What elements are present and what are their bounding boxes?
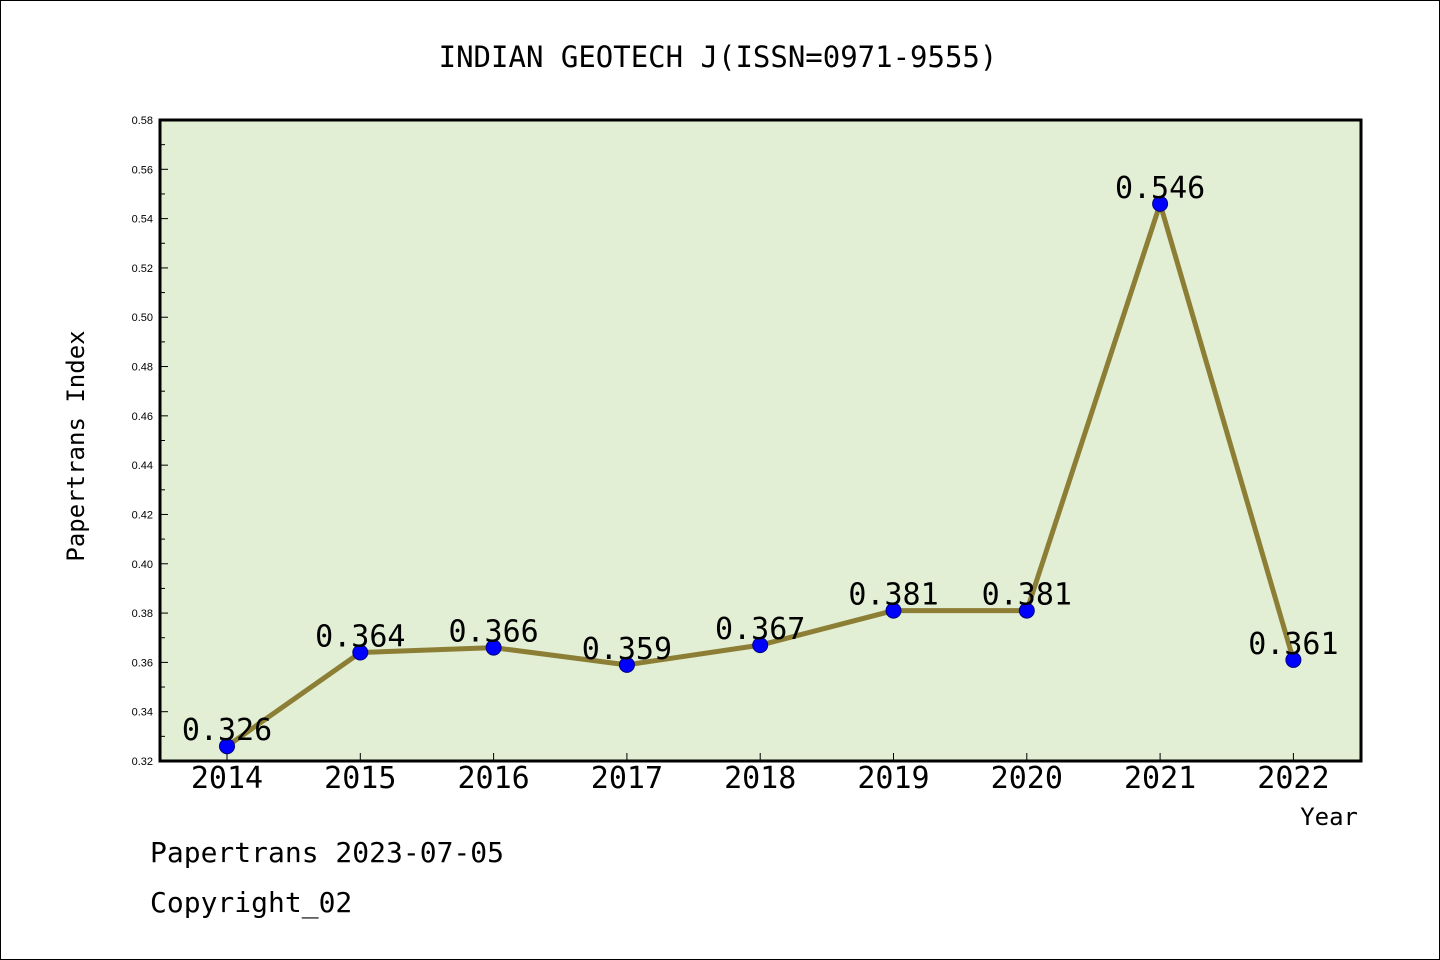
data-label-2020: 0.381	[982, 578, 1072, 613]
x-axis: 2014 2015 2016 2017 2018 2019 2020 2021 2022	[191, 753, 1330, 796]
data-point-2014	[219, 738, 235, 755]
y-axis: 0.32 0.34 0.36 0.38 0.40 0.42 0.44 0.46 0.48 0.50…	[132, 115, 168, 768]
data-point-2022	[1285, 651, 1302, 668]
data-point-2019	[885, 602, 902, 619]
x-tick-label-2017: 2017	[591, 761, 663, 796]
x-tick-label-2019: 2019	[857, 761, 929, 796]
x-tick-label-2018: 2018	[724, 761, 796, 796]
copyright-text: Copyright_02	[150, 886, 353, 919]
data-label-2021: 0.546	[1115, 171, 1205, 206]
data-point-2021	[1152, 195, 1169, 212]
data-labels: 0.326 0.364 0.366 0.359 0.367 0.381 0.381 0.546…	[182, 171, 1339, 748]
y-tick-label-0.44: 0.44	[132, 460, 153, 472]
y-tick-label-0.42: 0.42	[132, 509, 153, 521]
y-tick-label-0.54: 0.54	[132, 214, 153, 226]
source-date-text: Papertrans 2023-07-05	[150, 836, 505, 869]
data-label-2015: 0.364	[315, 620, 405, 655]
data-point-2018	[752, 637, 769, 654]
y-tick-label-0.34: 0.34	[132, 707, 153, 719]
data-label-2022: 0.361	[1248, 627, 1338, 662]
data-point-2017	[618, 656, 635, 673]
x-tick-label-2016: 2016	[457, 761, 529, 796]
y-tick-label-0.58: 0.58	[132, 115, 153, 127]
data-point-2015	[352, 644, 369, 661]
series-papertrans-index	[219, 195, 1302, 755]
data-label-2016: 0.366	[448, 615, 538, 650]
y-tick-label-0.52: 0.52	[132, 263, 153, 275]
y-axis-label: Papertrans Index	[62, 330, 90, 561]
chart-title: INDIAN GEOTECH J(ISSN=0971-9555)	[439, 40, 998, 74]
y-tick-label-0.50: 0.50	[132, 312, 153, 324]
x-axis-label: Year	[1300, 803, 1358, 831]
y-tick-label-0.48: 0.48	[132, 362, 153, 374]
y-tick-label-0.40: 0.40	[132, 559, 153, 571]
data-label-2017: 0.359	[582, 632, 672, 667]
data-point-2016	[485, 639, 502, 656]
y-tick-label-0.36: 0.36	[132, 657, 153, 669]
data-point-2020	[1018, 602, 1035, 619]
x-tick-label-2014: 2014	[191, 761, 263, 796]
y-tick-label-0.32: 0.32	[132, 756, 153, 768]
data-label-2018: 0.367	[715, 612, 805, 647]
data-label-2014: 0.326	[182, 713, 272, 748]
x-tick-label-2020: 2020	[991, 761, 1063, 796]
y-tick-label-0.46: 0.46	[132, 411, 153, 423]
x-tick-label-2015: 2015	[324, 761, 396, 796]
x-tick-label-2021: 2021	[1124, 761, 1196, 796]
y-tick-label-0.56: 0.56	[132, 164, 153, 176]
y-tick-label-0.38: 0.38	[132, 608, 153, 620]
x-tick-label-2022: 2022	[1257, 761, 1329, 796]
data-label-2019: 0.381	[848, 578, 938, 613]
